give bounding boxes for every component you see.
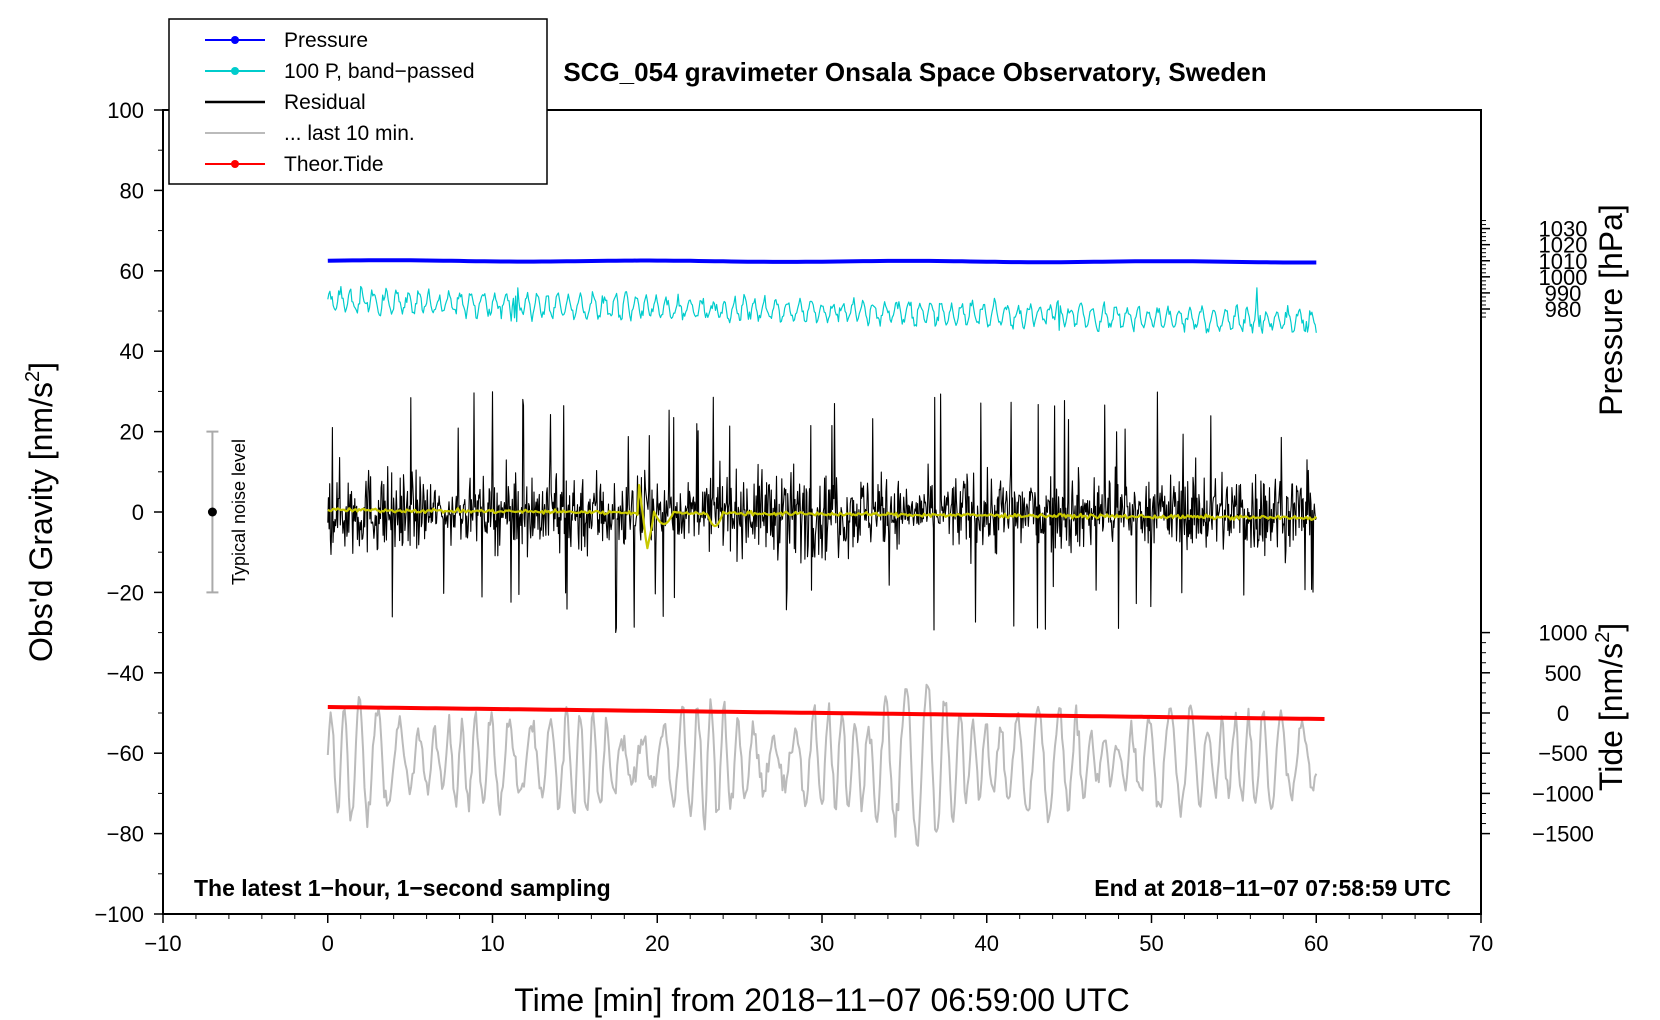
annotation-sampling: The latest 1−hour, 1−second sampling — [194, 875, 611, 901]
y-axis-label-main: Obs'd Gravity [nm/s — [23, 382, 59, 662]
tide-tick-label: −500 — [1538, 741, 1588, 766]
tide-tick-label: 500 — [1545, 661, 1582, 686]
series-layer — [326, 258, 1325, 847]
plot-frame — [162, 109, 1482, 915]
noise-indicator — [206, 430, 219, 594]
tide-tick-label: −1000 — [1532, 781, 1594, 806]
y-axis-label-close: ] — [23, 362, 59, 371]
legend-swatch-marker — [231, 36, 239, 44]
x-tick-label: 30 — [810, 931, 834, 956]
noise-label: Typical noise level — [229, 439, 249, 585]
series-residual-line — [327, 391, 1317, 634]
pressure-tick-label: 1030 — [1539, 217, 1588, 242]
tide-axis-label-close: ] — [1593, 623, 1629, 632]
chart-title: SCG_054 gravimeter Onsala Space Observat… — [563, 57, 1266, 87]
legend-label: ... last 10 min. — [284, 122, 415, 145]
y-tick-label: 100 — [107, 98, 144, 123]
x-tick-label: 70 — [1469, 931, 1493, 956]
y-tick-label: −80 — [107, 822, 144, 847]
y-tick-label: −60 — [107, 741, 144, 766]
tide-tick-label: 0 — [1557, 701, 1569, 726]
pressure-tick-label: 990 — [1545, 281, 1582, 306]
x-tick-label: 50 — [1139, 931, 1163, 956]
series-smoothed-residual-line — [327, 484, 1318, 550]
y-tick-label: −100 — [94, 902, 144, 927]
y-axis-label: Obs'd Gravity [nm/s2] — [22, 362, 59, 662]
y-tick-label: 20 — [120, 420, 144, 445]
x-tick-label: 40 — [975, 931, 999, 956]
y-tick-label: 60 — [120, 259, 144, 284]
x-tick-label: 20 — [645, 931, 669, 956]
legend: Pressure 100 P, band−passed Residual ... la… — [205, 29, 475, 176]
y-tick-label: 0 — [132, 500, 144, 525]
noise-bar-center-dot — [207, 507, 217, 517]
x-tick-label: 60 — [1304, 931, 1328, 956]
legend-label: Theor.Tide — [284, 153, 384, 176]
pressure-tick-label: 980 — [1545, 297, 1582, 322]
y-tick-label: 80 — [120, 178, 144, 203]
x-axis-label: Time [min] from 2018−11−07 06:59:00 UTC — [514, 982, 1129, 1018]
pressure-axis-label: Pressure [hPa] — [1593, 204, 1629, 416]
x-tick-label: 10 — [480, 931, 504, 956]
series-band-passed-pressure-line — [327, 285, 1317, 334]
x-tick-label: 0 — [322, 931, 334, 956]
legend-label: Residual — [284, 91, 366, 114]
y-axis-label-sup: 2 — [22, 371, 44, 382]
tide-axis-label: Tide [nm/s2] — [1592, 623, 1629, 791]
tide-axis-label-sup: 2 — [1592, 632, 1614, 643]
pressure-tick-label: 1000 — [1539, 265, 1588, 290]
y-tick-label: −20 — [107, 580, 144, 605]
annotation-end-time: End at 2018−11−07 07:58:59 UTC — [1094, 875, 1451, 901]
tide-axis-label-main: Tide [nm/s — [1593, 643, 1629, 791]
series-pressure-line — [327, 258, 1317, 265]
tide-tick-label: −1500 — [1532, 822, 1594, 847]
y-tick-label: −40 — [107, 661, 144, 686]
legend-label: Pressure — [284, 29, 368, 52]
series-last-10-min-line — [326, 683, 1318, 847]
y-tick-label: 40 — [120, 339, 144, 364]
x-tick-label: −10 — [144, 931, 181, 956]
tide-tick-label: 1000 — [1539, 621, 1588, 646]
legend-label: 100 P, band−passed — [284, 60, 475, 83]
legend-swatch-marker — [231, 160, 239, 168]
legend-swatch-marker — [231, 67, 239, 75]
series-theoretical-tide-line — [327, 705, 1325, 721]
axes-layer: −10 0 10 20 30 40 50 60 70−100−80−60−40−20020406… — [94, 98, 1593, 956]
pressure-tick-label: 1010 — [1539, 249, 1588, 274]
pressure-tick-label: 1020 — [1539, 233, 1588, 258]
